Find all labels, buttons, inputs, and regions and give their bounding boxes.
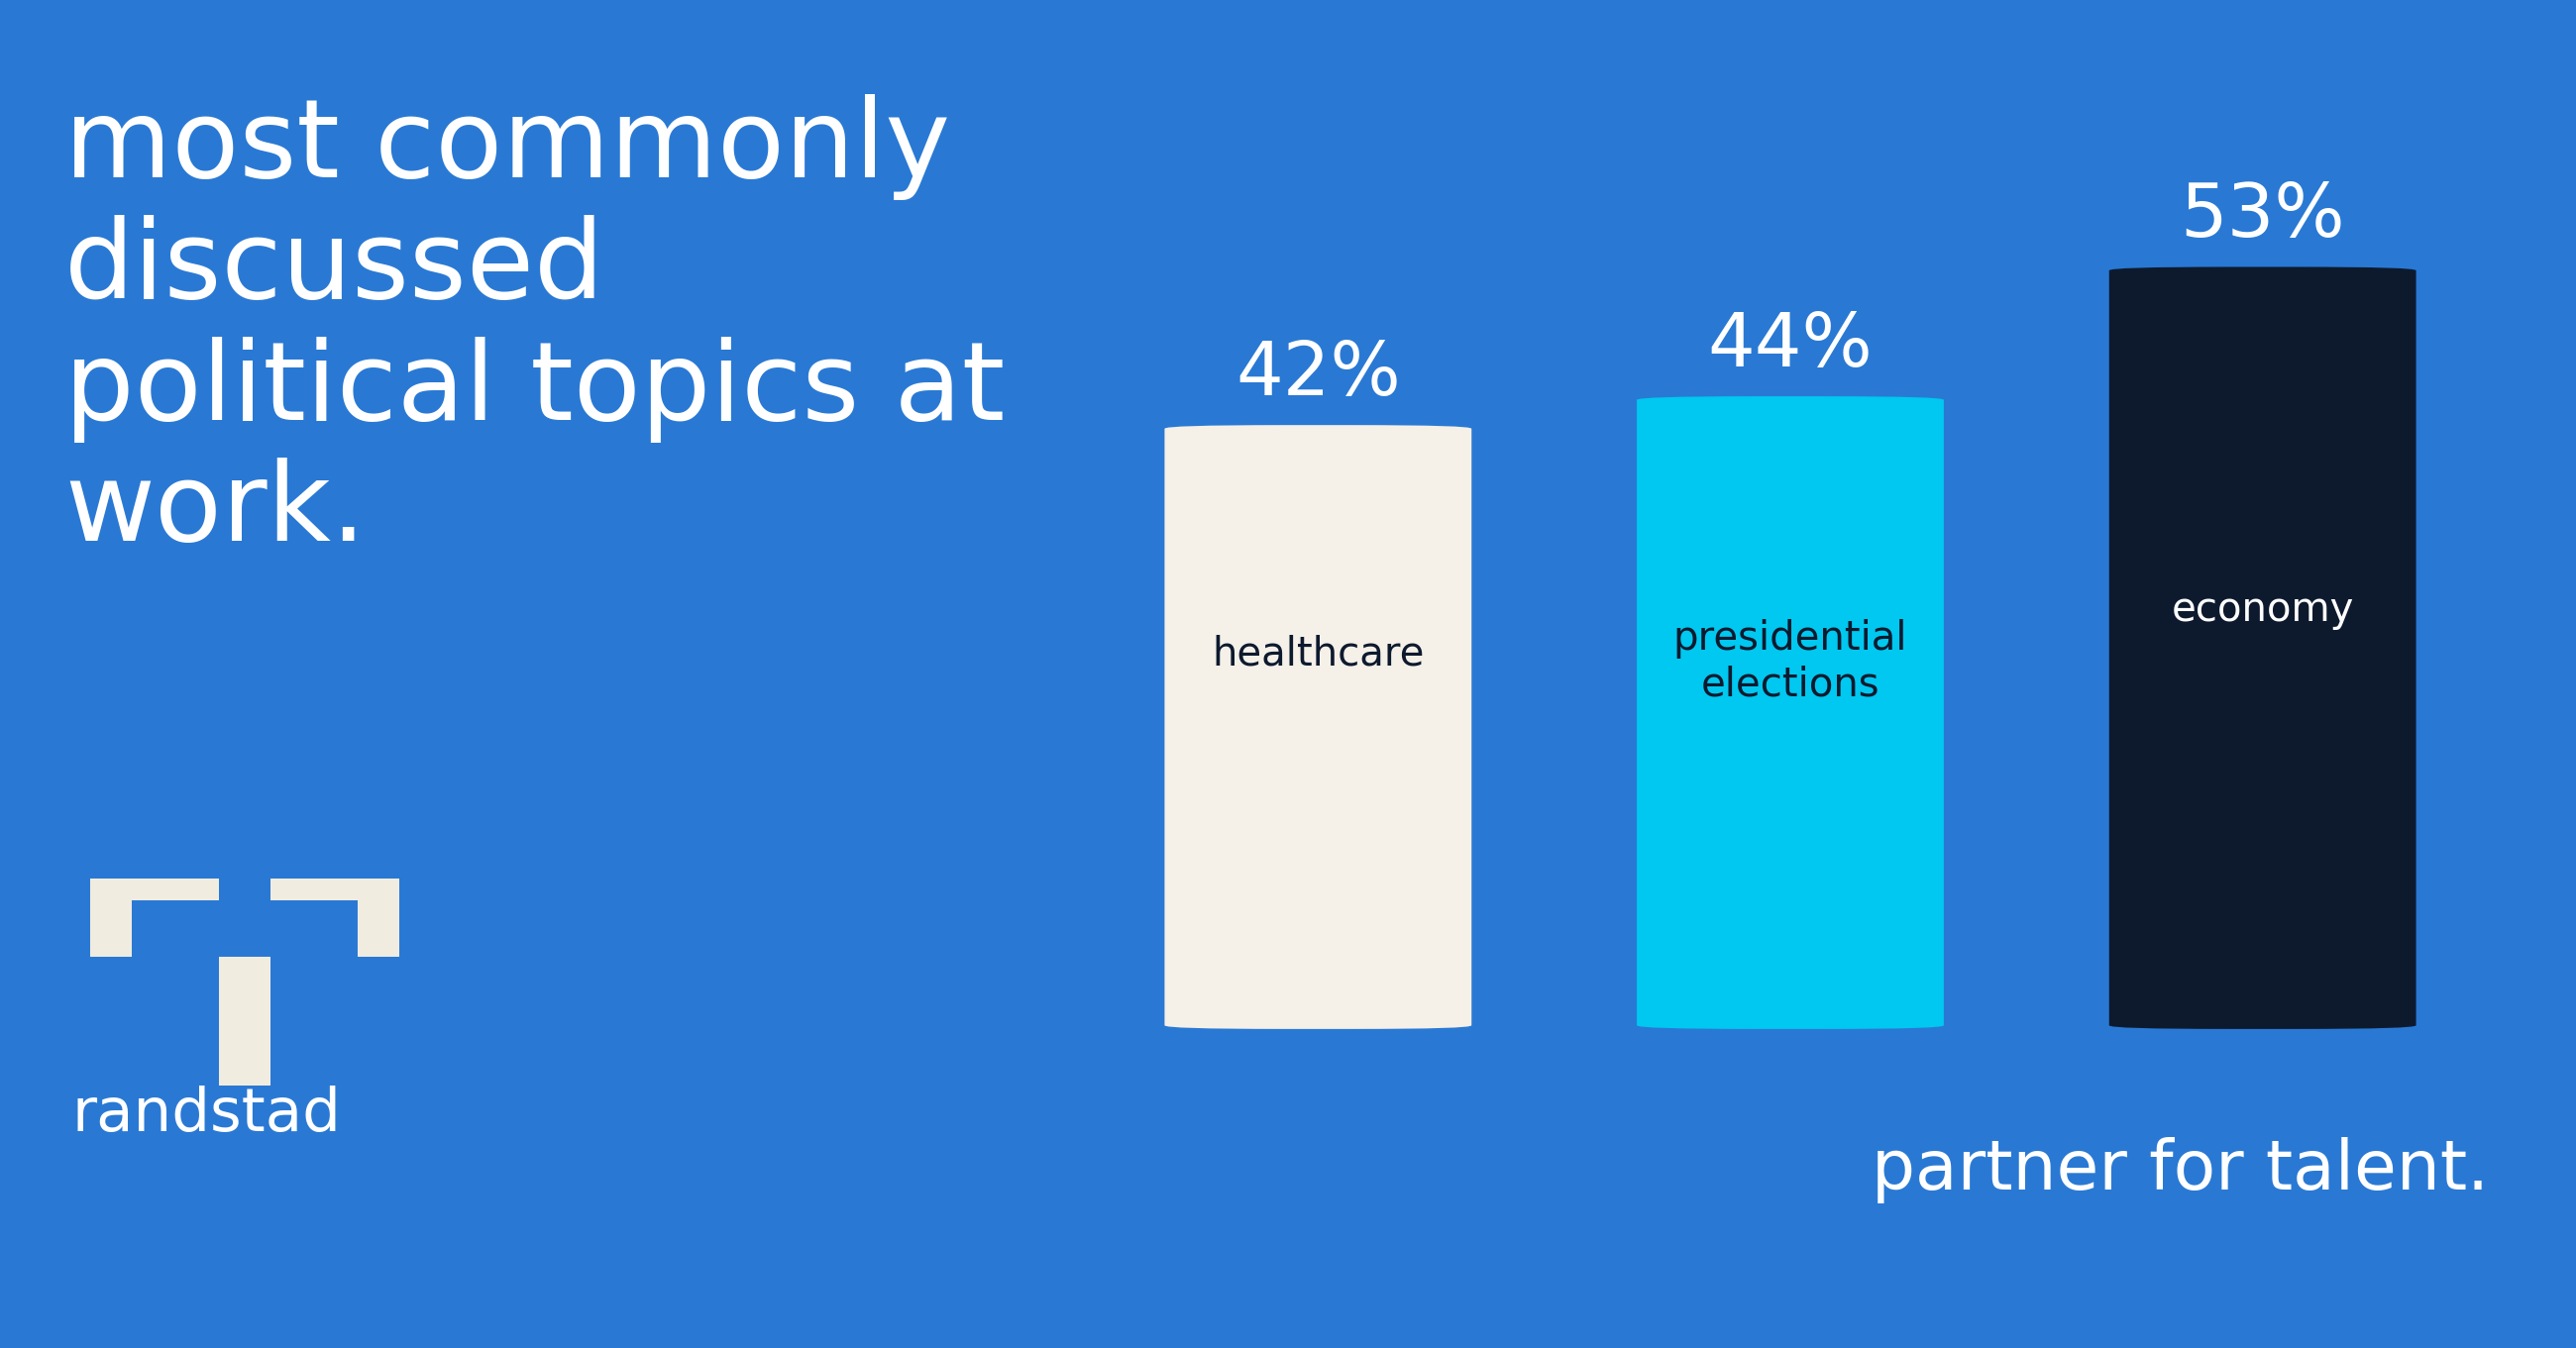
Text: most commonly
discussed
political topics at
work.: most commonly discussed political topics…: [64, 94, 1005, 563]
Text: randstad: randstad: [72, 1085, 343, 1143]
Text: partner for talent.: partner for talent.: [1873, 1136, 2488, 1204]
Text: economy: economy: [2172, 590, 2354, 630]
FancyBboxPatch shape: [2110, 267, 2416, 1029]
Text: 44%: 44%: [1708, 310, 1873, 381]
Text: 53%: 53%: [2179, 181, 2344, 252]
FancyBboxPatch shape: [1636, 396, 1945, 1029]
Text: healthcare: healthcare: [1211, 635, 1425, 674]
Text: presidential
elections: presidential elections: [1674, 619, 1906, 705]
Text: 42%: 42%: [1236, 338, 1401, 411]
FancyBboxPatch shape: [1164, 425, 1471, 1029]
